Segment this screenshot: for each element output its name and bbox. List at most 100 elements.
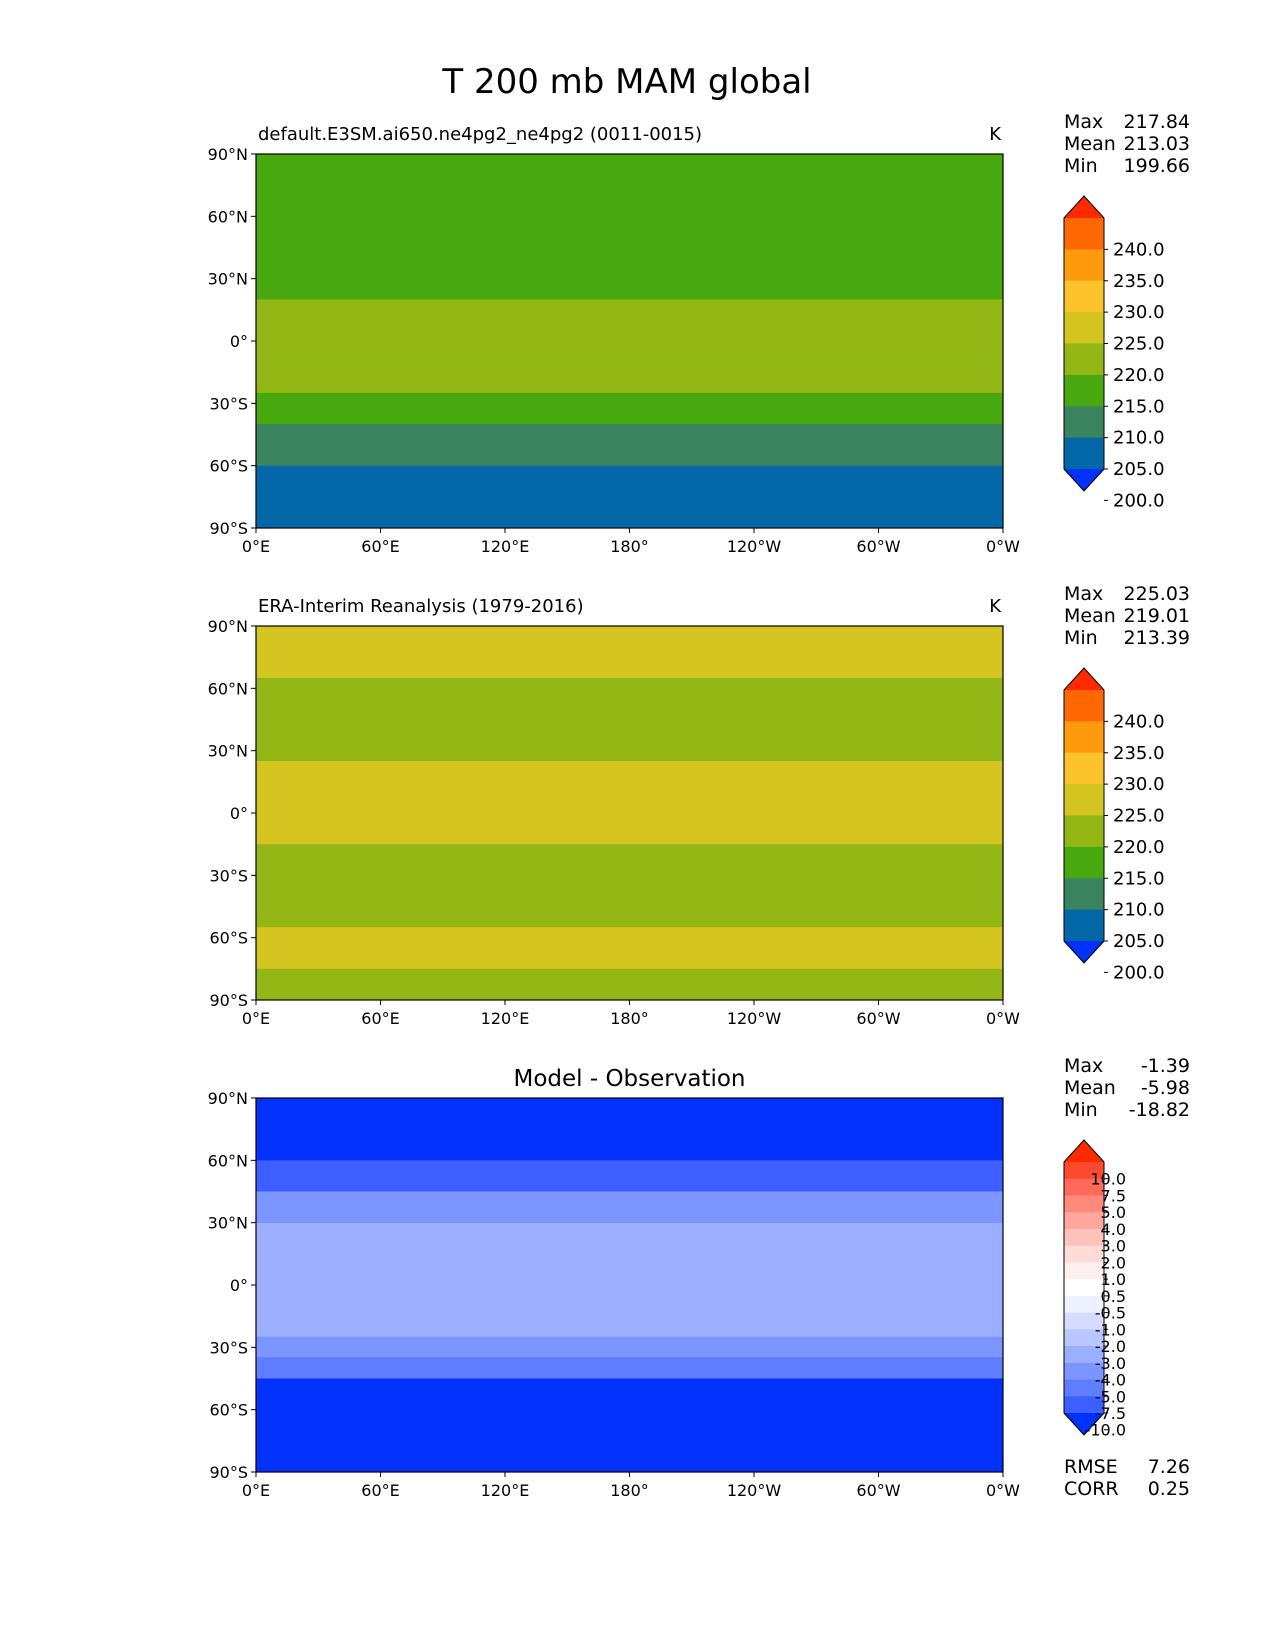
colorbar-label: -3.0 — [1095, 1354, 1126, 1373]
contour-band — [256, 392, 1003, 425]
colorbar-label: 5.0 — [1101, 1203, 1126, 1222]
stat-label-min: Min — [1064, 155, 1098, 177]
colorbar-segment — [1064, 690, 1104, 722]
colorbar-extend-min — [1064, 469, 1104, 491]
colorbar-extend-min — [1064, 941, 1104, 963]
stat-value-mean: -5.98 — [1141, 1077, 1190, 1099]
colorbar-label: 200.0 — [1113, 490, 1165, 511]
colorbar-segment — [1064, 1329, 1104, 1347]
y-tick-label: 90°S — [209, 991, 248, 1010]
colorbar-segment — [1064, 721, 1104, 754]
x-tick-label: 180° — [610, 1009, 649, 1028]
y-tick-label: 60°N — [208, 207, 248, 226]
contour-band — [256, 927, 1003, 969]
x-tick-label: 180° — [610, 1481, 649, 1500]
colorbar-segment — [1064, 1195, 1104, 1213]
stat-label-min: Min — [1064, 1099, 1098, 1121]
y-tick-label: 0° — [230, 332, 248, 351]
colorbar-segment — [1064, 249, 1104, 282]
metric-value-corr: 0.25 — [1148, 1478, 1190, 1500]
colorbar-extend-min — [1064, 1413, 1104, 1435]
colorbar-label: 220.0 — [1113, 837, 1165, 858]
x-tick-label: 60°E — [361, 537, 399, 556]
colorbar-segment — [1064, 815, 1104, 848]
colorbar-label: 2.0 — [1101, 1253, 1126, 1272]
colorbar-label: -2.0 — [1095, 1337, 1126, 1356]
stat-value-max: 217.84 — [1124, 111, 1190, 133]
stat-label-max: Max — [1064, 1055, 1103, 1077]
contour-band — [256, 424, 1003, 466]
colorbar-label: 205.0 — [1113, 459, 1165, 480]
colorbar-label: -10.0 — [1085, 1421, 1126, 1440]
colorbar-segment — [1064, 909, 1104, 942]
colorbar-segment — [1064, 784, 1104, 816]
stat-value-max: -1.39 — [1141, 1055, 1190, 1077]
colorbar-label: -4.0 — [1095, 1371, 1126, 1390]
colorbar-segment — [1064, 1212, 1104, 1230]
x-tick-label: 120°E — [481, 1009, 530, 1028]
colorbar-label: -1.0 — [1095, 1320, 1126, 1339]
contour-band — [256, 1222, 1003, 1337]
colorbar-label: 10.0 — [1090, 1170, 1126, 1189]
colorbar-segment — [1064, 280, 1104, 313]
colorbar-label: -0.5 — [1095, 1304, 1126, 1323]
y-tick-label: 30°N — [208, 742, 248, 761]
stat-label-mean: Mean — [1064, 605, 1116, 627]
contour-band — [256, 1098, 1003, 1161]
stat-value-mean: 213.03 — [1124, 133, 1190, 155]
figure-title: T 200 mb MAM global — [441, 62, 811, 102]
x-tick-label: 0°W — [986, 537, 1020, 556]
y-tick-label: 30°S — [209, 1338, 248, 1357]
colorbar-segment — [1064, 1396, 1104, 1414]
colorbar-segment — [1064, 1178, 1104, 1196]
panel-units: K — [989, 596, 1002, 617]
colorbar-label: 200.0 — [1113, 962, 1165, 983]
colorbar-segment — [1064, 1228, 1104, 1247]
colorbar-label: 235.0 — [1113, 743, 1165, 764]
y-tick-label: 60°S — [209, 929, 248, 948]
x-tick-label: 0°E — [242, 537, 270, 556]
x-tick-label: 0°E — [242, 1009, 270, 1028]
colorbar-label: 220.0 — [1113, 365, 1165, 386]
contour-band — [256, 299, 1003, 366]
colorbar-segment — [1064, 1312, 1104, 1330]
contour-band — [256, 465, 1003, 528]
x-tick-label: 60°W — [856, 1009, 900, 1028]
colorbar-extend-max — [1064, 196, 1104, 218]
x-tick-label: 120°W — [727, 537, 782, 556]
contour-band — [256, 205, 1003, 300]
colorbar-segment — [1064, 218, 1104, 250]
colorbar-segment — [1064, 1346, 1104, 1364]
colorbar-label: -5.0 — [1095, 1387, 1126, 1406]
y-tick-label: 60°S — [209, 457, 248, 476]
colorbar-segment — [1064, 343, 1104, 376]
y-tick-label: 90°N — [208, 145, 248, 164]
stat-value-min: 199.66 — [1124, 155, 1190, 177]
colorbar-label: 240.0 — [1113, 239, 1165, 260]
colorbar-label: 210.0 — [1113, 900, 1165, 921]
y-tick-label: 60°N — [208, 679, 248, 698]
colorbar-segment — [1064, 1245, 1104, 1263]
panel-units: K — [989, 124, 1002, 145]
contour-band — [256, 1378, 1003, 1472]
contour-band — [256, 1357, 1003, 1379]
contour-band — [256, 626, 1003, 678]
stat-label-mean: Mean — [1064, 1077, 1116, 1099]
colorbar-segment — [1064, 1162, 1104, 1180]
colorbar-extend-max — [1064, 668, 1104, 690]
stat-label-max: Max — [1064, 583, 1103, 605]
stat-label-max: Max — [1064, 111, 1103, 133]
x-tick-label: 60°E — [361, 1009, 399, 1028]
colorbar-label: 225.0 — [1113, 806, 1165, 827]
colorbar-segment — [1064, 752, 1104, 785]
metric-label-corr: CORR — [1064, 1478, 1119, 1500]
y-tick-label: 90°S — [209, 519, 248, 538]
contour-band — [256, 154, 1003, 206]
colorbar-segment — [1064, 846, 1104, 879]
y-tick-label: 30°N — [208, 270, 248, 289]
y-tick-label: 60°S — [209, 1401, 248, 1420]
colorbar-label: 205.0 — [1113, 931, 1165, 952]
metric-value-rmse: 7.26 — [1148, 1456, 1190, 1478]
panel-title: default.E3SM.ai650.ne4pg2_ne4pg2 (0011-0… — [258, 124, 702, 145]
